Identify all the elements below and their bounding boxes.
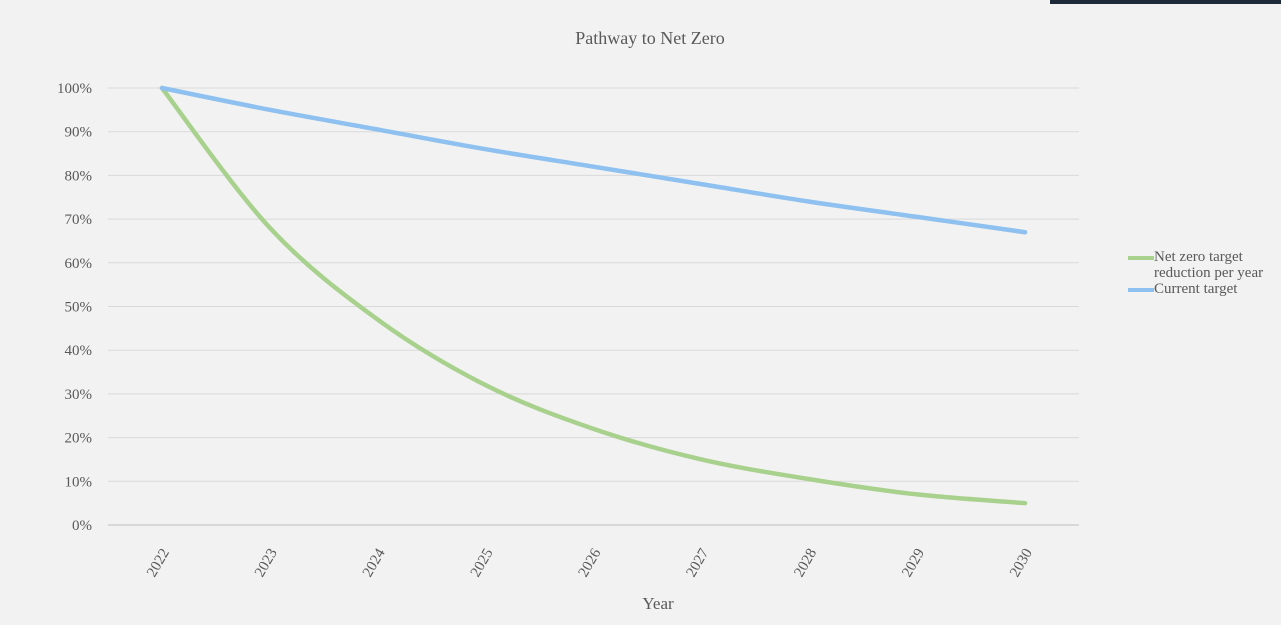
x-axis-title: Year	[642, 594, 674, 613]
x-tick-label: 2023	[252, 546, 281, 580]
legend-swatch	[1128, 256, 1154, 260]
legend-label: Current target	[1154, 281, 1238, 297]
x-tick-label: 2028	[791, 546, 820, 580]
y-tick-label: 0%	[72, 518, 92, 534]
x-tick-label: 2025	[468, 546, 497, 580]
corner-image	[1050, 0, 1281, 4]
x-tick-label: 2029	[899, 546, 928, 580]
x-tick-label: 2030	[1007, 546, 1036, 580]
y-tick-label: 80%	[65, 168, 93, 184]
legend-item: Net zero target reduction per year	[1128, 249, 1278, 281]
legend-item: Current target	[1128, 281, 1278, 297]
legend: Net zero target reduction per year Curren…	[1128, 249, 1278, 297]
y-tick-label: 90%	[65, 125, 93, 141]
x-tick-label: 2027	[683, 546, 712, 580]
y-tick-label: 50%	[65, 300, 93, 316]
series-line	[159, 85, 1028, 506]
chart-title: Pathway to Net Zero	[575, 28, 724, 48]
legend-label: Net zero target reduction per year	[1154, 249, 1264, 281]
y-tick-label: 10%	[65, 474, 93, 490]
y-tick-label: 20%	[65, 431, 93, 447]
series-line	[159, 85, 1028, 235]
legend-swatch	[1128, 288, 1154, 292]
y-tick-label: 30%	[65, 387, 93, 403]
y-tick-label: 70%	[65, 212, 93, 228]
x-tick-label: 2026	[576, 546, 605, 580]
x-tick-label: 2024	[360, 546, 389, 580]
y-tick-label: 60%	[65, 256, 93, 272]
y-tick-label: 40%	[65, 343, 93, 359]
y-tick-label: 100%	[57, 81, 92, 97]
x-tick-label: 2022	[144, 546, 173, 580]
